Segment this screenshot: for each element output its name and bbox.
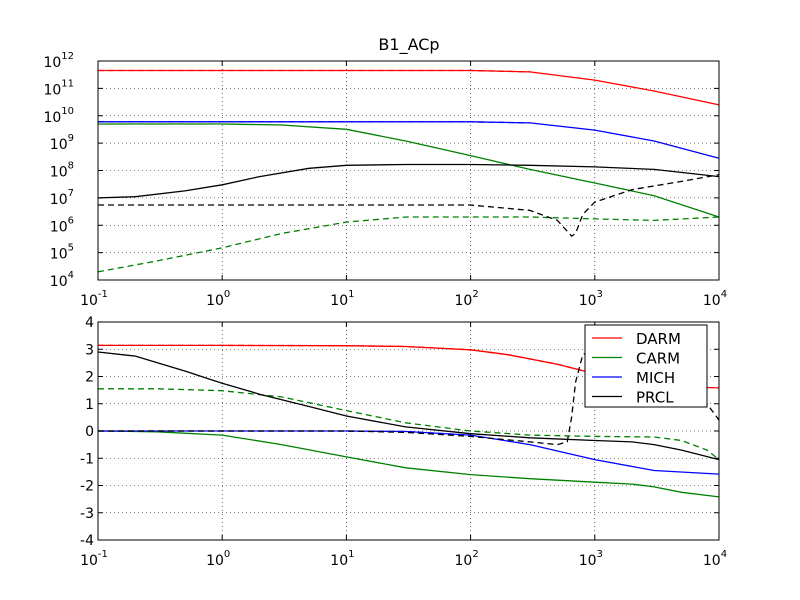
y-tick-label-base: 10 <box>43 110 61 126</box>
y-tick-label: 4 <box>85 315 94 331</box>
x-tick-label-base: 10 <box>703 293 721 309</box>
y-tick-label-exponent: 6 <box>68 215 74 226</box>
y-tick-label-base: 10 <box>50 247 68 263</box>
legend-box <box>584 324 708 408</box>
y-tick-label-exponent: 8 <box>68 161 74 172</box>
y-tick-label-base: 10 <box>43 55 61 71</box>
y-tick-label: 1011 <box>43 78 74 98</box>
x-tick-label-base: 10 <box>579 553 597 569</box>
series-line-1-dashed <box>98 344 595 375</box>
x-tick-label-base: 10 <box>80 553 98 569</box>
x-tick-label-exponent: 3 <box>597 549 603 560</box>
series-line-2-solid <box>98 121 720 159</box>
x-tick-label-exponent: -1 <box>98 549 108 560</box>
y-tick-label: 2 <box>85 370 94 386</box>
y-tick-label-base: 10 <box>50 219 68 235</box>
x-tick-label-base: 10 <box>80 293 98 309</box>
x-tick-label-base: 10 <box>330 293 348 309</box>
top-magnitude-panel: 10-1 100 101 102 103 104104105106107108109101… <box>43 51 727 309</box>
x-tick-label: 102 <box>454 549 478 569</box>
x-tick-label-base: 10 <box>703 553 721 569</box>
x-tick-label-exponent: 0 <box>224 289 230 300</box>
axes-frame <box>97 60 720 281</box>
x-tick-label-exponent: 3 <box>597 289 603 300</box>
y-tick-label-base: 10 <box>50 274 68 290</box>
series-line-1-dashed <box>98 69 530 73</box>
y-tick-label: 106 <box>50 215 74 235</box>
y-tick-label: -2 <box>80 479 94 495</box>
x-tick-label: 103 <box>579 289 603 309</box>
series-line-4-solid <box>98 123 720 218</box>
y-tick-label: 109 <box>50 133 74 153</box>
x-tick-label: 10-1 <box>80 289 108 309</box>
x-tick-label: 104 <box>703 549 727 569</box>
y-tick-label-base: 10 <box>50 137 68 153</box>
legend-label: PRCL <box>636 389 674 407</box>
series-line-6-solid <box>97 351 720 461</box>
x-tick-label: 101 <box>330 289 354 309</box>
x-tick-label-base: 10 <box>579 293 597 309</box>
y-tick-label-exponent: 9 <box>68 133 74 144</box>
x-tick-label: 100 <box>206 549 230 569</box>
y-tick-label-base: 10 <box>43 82 61 98</box>
y-tick-label: 107 <box>50 188 74 208</box>
y-tick-label: -1 <box>80 451 94 467</box>
series-line-5-dashed <box>97 216 720 273</box>
y-tick-label-exponent: 7 <box>68 188 74 199</box>
series-line-7-dashed <box>98 345 720 446</box>
x-tick-label: 100 <box>206 289 230 309</box>
x-tick-label-exponent: 4 <box>721 549 727 560</box>
y-tick-label: 104 <box>50 270 74 290</box>
x-tick-label: 103 <box>579 549 603 569</box>
y-tick-label: 1 <box>85 397 94 413</box>
y-tick-label: 1010 <box>43 106 74 126</box>
x-tick-label-exponent: -1 <box>98 289 108 300</box>
bottom-phase-panel: 10-1 100 101 102 103 104-4-3-2-101234DARMCARM… <box>80 315 727 569</box>
x-tick-label: 102 <box>454 289 478 309</box>
y-tick-label: 1012 <box>43 51 74 71</box>
legend-label: DARM <box>636 330 681 348</box>
series-line-7-dashed <box>98 174 720 237</box>
x-tick-label-base: 10 <box>330 553 348 569</box>
x-tick-label-exponent: 1 <box>348 549 354 560</box>
x-tick-label-base: 10 <box>206 553 224 569</box>
x-tick-label: 10-1 <box>80 549 108 569</box>
series-line-6-solid <box>97 163 720 199</box>
series-line-3-dashed <box>98 121 530 124</box>
x-tick-label-exponent: 1 <box>348 289 354 300</box>
chart-title: B1_ACp <box>378 35 439 55</box>
x-tick-label-base: 10 <box>454 293 472 309</box>
legend-label: CARM <box>636 350 680 368</box>
series-line-0-solid <box>98 69 720 106</box>
x-tick-label: 104 <box>703 289 727 309</box>
x-tick-label-exponent: 0 <box>224 549 230 560</box>
y-tick-label-exponent: 11 <box>61 78 74 89</box>
y-tick-label-base: 10 <box>50 165 68 181</box>
y-tick-label-exponent: 10 <box>61 106 74 117</box>
y-tick-label-exponent: 4 <box>68 270 74 281</box>
legend-label: MICH <box>636 369 675 387</box>
x-tick-label-exponent: 2 <box>472 549 478 560</box>
y-tick-label: 3 <box>85 342 94 358</box>
y-tick-label-exponent: 12 <box>61 51 74 62</box>
y-tick-label: 108 <box>50 161 74 181</box>
series-line-2-solid <box>97 430 720 498</box>
x-tick-label: 101 <box>330 549 354 569</box>
y-tick-label: 0 <box>85 424 94 440</box>
y-tick-label-base: 10 <box>50 192 68 208</box>
x-tick-label-base: 10 <box>454 553 472 569</box>
x-tick-label-exponent: 2 <box>472 289 478 300</box>
x-tick-label-base: 10 <box>206 293 224 309</box>
series-line-3-dashed <box>98 388 720 461</box>
y-tick-label: -4 <box>80 533 94 549</box>
y-tick-label: -3 <box>80 506 94 522</box>
y-tick-label: 105 <box>50 243 74 263</box>
y-tick-label-exponent: 5 <box>68 243 74 254</box>
x-tick-label-exponent: 4 <box>721 289 727 300</box>
